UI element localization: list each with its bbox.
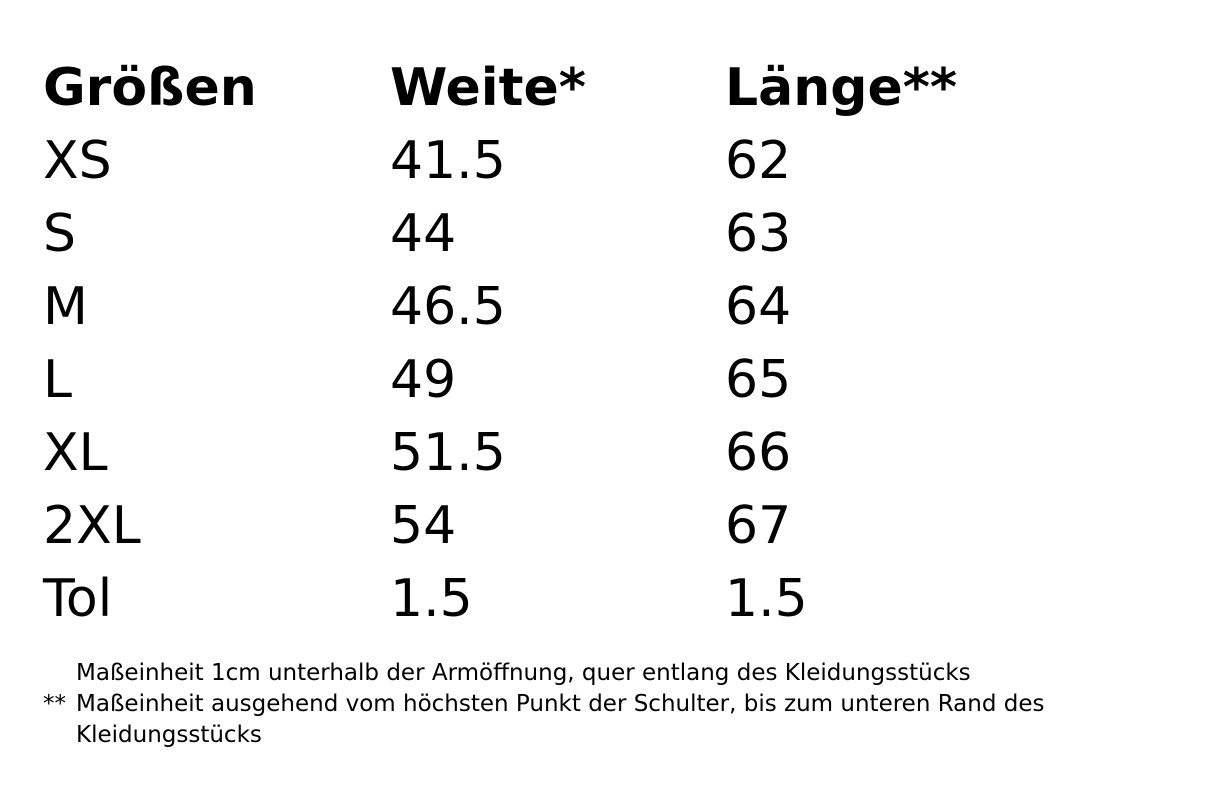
table-cell: 65 [725, 350, 792, 410]
table-cell: 67 [725, 496, 792, 556]
table-cell: L [43, 350, 72, 410]
footnote-marker: ** [43, 691, 66, 717]
table-cell: XS [43, 131, 112, 191]
footnote: Maßeinheit 1cm unterhalb der Armöffnung,… [43, 658, 1173, 689]
table-cell: 2XL [43, 496, 141, 556]
column-header: Länge** [725, 58, 958, 118]
footnote-text: Maßeinheit ausgehend vom höchsten Punkt … [76, 691, 1045, 748]
table-cell: 49 [390, 350, 457, 410]
table-cell: 1.5 [390, 569, 473, 629]
table-cell: 66 [725, 423, 792, 483]
footnote: ** Maßeinheit ausgehend vom höchsten Punk… [43, 689, 1173, 751]
footnote-text: Maßeinheit 1cm unterhalb der Armöffnung,… [76, 660, 971, 686]
table-cell: 1.5 [725, 569, 808, 629]
column-header: Größen [43, 58, 257, 118]
table-cell: Tol [43, 569, 113, 629]
table-cell: 44 [390, 204, 457, 264]
table-cell: XL [43, 423, 108, 483]
table-cell: 54 [390, 496, 457, 556]
table-cell: 63 [725, 204, 792, 264]
table-cell: 64 [725, 277, 792, 337]
table-cell: 62 [725, 131, 792, 191]
table-cell: 51.5 [390, 423, 506, 483]
column-header: Weite* [390, 58, 586, 118]
table-cell: S [43, 204, 77, 264]
table-cell: 41.5 [390, 131, 506, 191]
table-cell: M [43, 277, 88, 337]
table-cell: 46.5 [390, 277, 506, 337]
